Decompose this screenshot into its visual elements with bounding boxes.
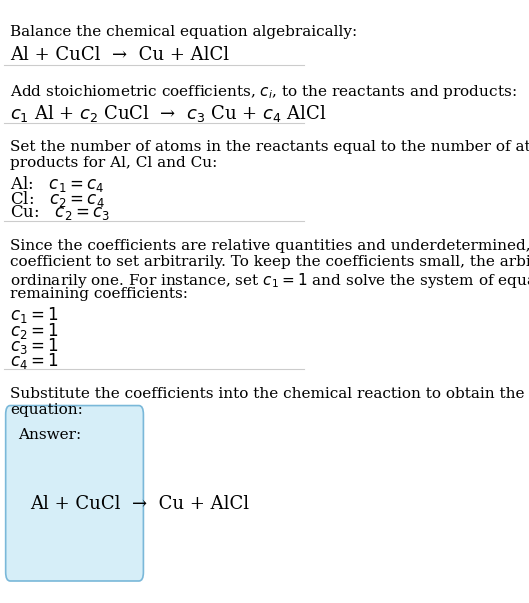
FancyBboxPatch shape — [6, 406, 143, 581]
Text: Al:   $c_1 = c_4$: Al: $c_1 = c_4$ — [10, 174, 104, 194]
Text: Cl:   $c_2 = c_4$: Cl: $c_2 = c_4$ — [10, 189, 105, 209]
Text: Answer:: Answer: — [19, 428, 82, 441]
Text: Balance the chemical equation algebraically:: Balance the chemical equation algebraica… — [10, 25, 358, 39]
Text: products for Al, Cl and Cu:: products for Al, Cl and Cu: — [10, 156, 217, 170]
Text: Set the number of atoms in the reactants equal to the number of atoms in the: Set the number of atoms in the reactants… — [10, 140, 529, 154]
Text: Al + CuCl  →  Cu + AlCl: Al + CuCl → Cu + AlCl — [30, 495, 249, 513]
Text: $c_3 = 1$: $c_3 = 1$ — [10, 336, 59, 356]
Text: $c_4 = 1$: $c_4 = 1$ — [10, 352, 59, 371]
Text: Al + CuCl  →  Cu + AlCl: Al + CuCl → Cu + AlCl — [10, 46, 229, 64]
Text: $c_1$ Al + $c_2$ CuCl  →  $c_3$ Cu + $c_4$ AlCl: $c_1$ Al + $c_2$ CuCl → $c_3$ Cu + $c_4$… — [10, 104, 326, 124]
Text: coefficient to set arbitrarily. To keep the coefficients small, the arbitrary va: coefficient to set arbitrarily. To keep … — [10, 255, 529, 269]
Text: $c_1 = 1$: $c_1 = 1$ — [10, 305, 59, 325]
Text: $c_2 = 1$: $c_2 = 1$ — [10, 321, 59, 341]
Text: Since the coefficients are relative quantities and underdetermined, choose a: Since the coefficients are relative quan… — [10, 239, 529, 253]
Text: Add stoichiometric coefficients, $c_i$, to the reactants and products:: Add stoichiometric coefficients, $c_i$, … — [10, 83, 517, 101]
Text: equation:: equation: — [10, 403, 83, 417]
Text: remaining coefficients:: remaining coefficients: — [10, 287, 188, 302]
Text: Cu:   $c_2 = c_3$: Cu: $c_2 = c_3$ — [10, 203, 110, 223]
Text: ordinarily one. For instance, set $c_1 = 1$ and solve the system of equations fo: ordinarily one. For instance, set $c_1 =… — [10, 271, 529, 290]
Text: Substitute the coefficients into the chemical reaction to obtain the balanced: Substitute the coefficients into the che… — [10, 387, 529, 401]
